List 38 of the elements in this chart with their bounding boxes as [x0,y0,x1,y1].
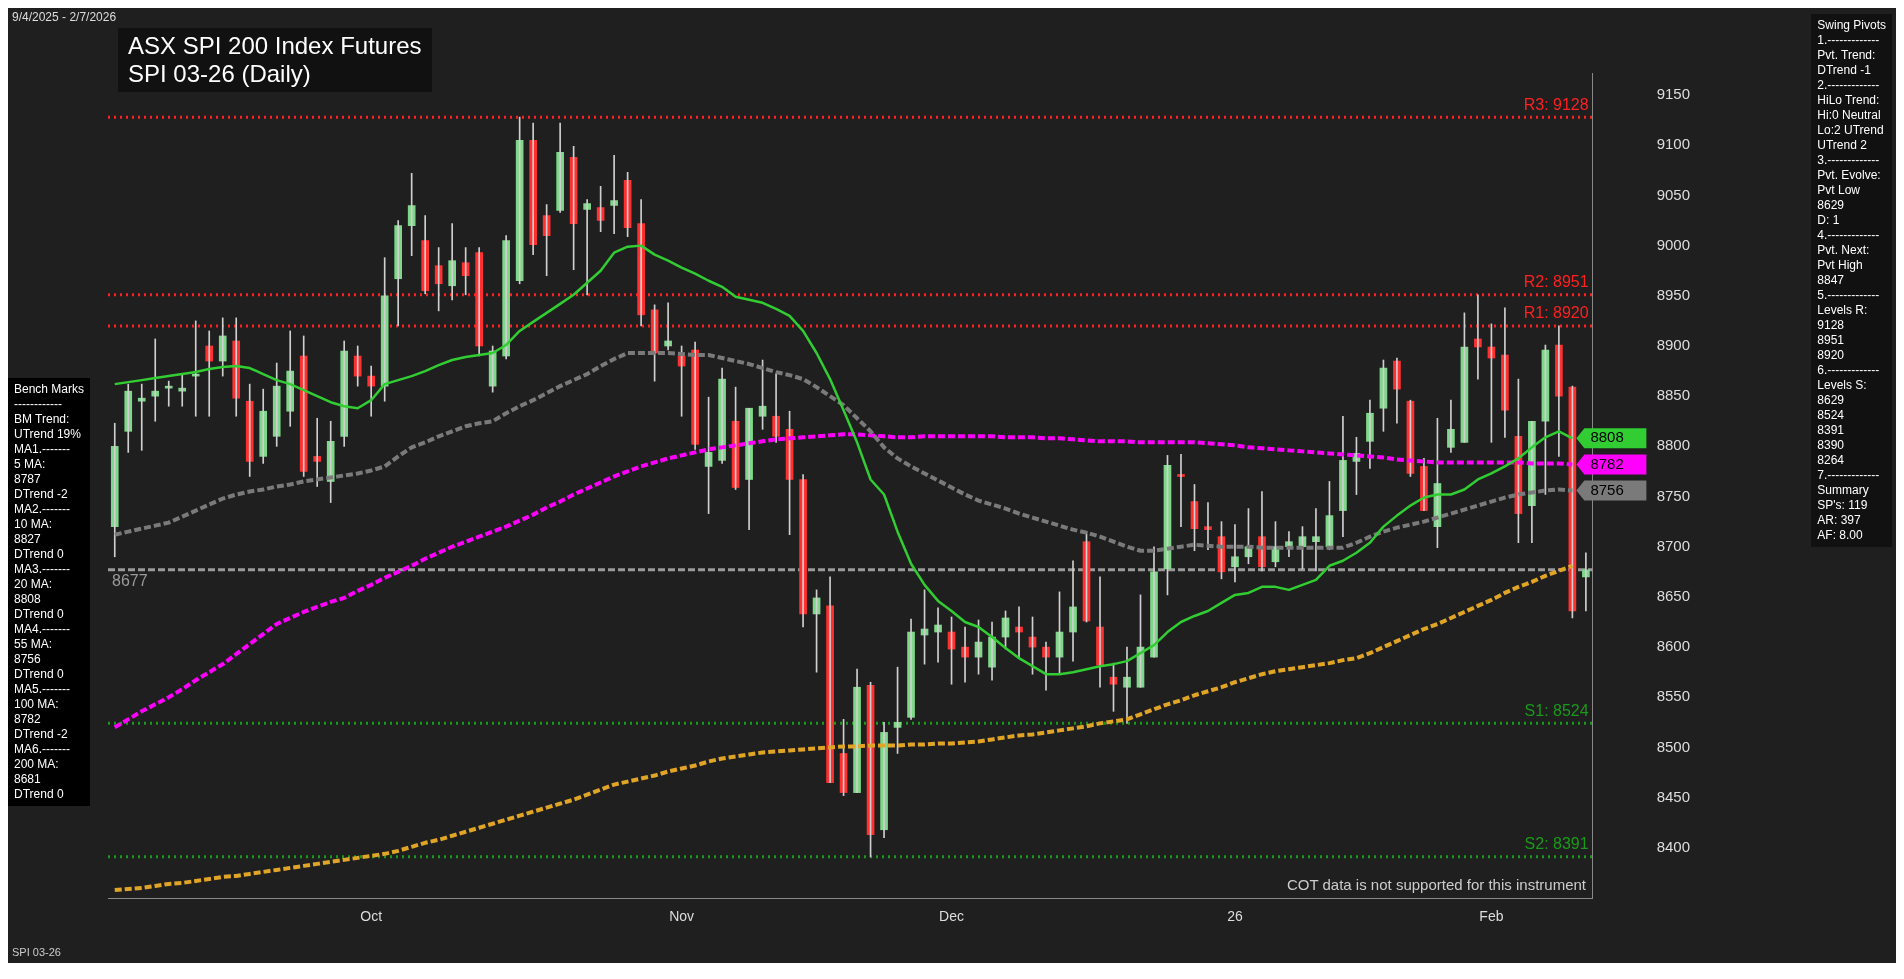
candlestick [1177,454,1185,527]
y-tick-label: 9100 [1656,135,1691,153]
text: Swing Pivots 1.------------- Pvt. Trend: DTrend -1 2.------------- HiLo Trend: Hi:0 Neutral Lo:2 UTrend UTrend 2 3.------------- Pvt. Evolve: Pvt Low 8629 D: 1 4.------------- Pvt. Next: Pvt High 8847 5.------------- Levels R: 9128 8951 8920 6.------------- Levels S: 8629 8524 8391 8390 8264 7.------------- Summary SP's: 119 AR: 397 AF: 8.00 [1817,18,1886,542]
y-tick-label: 8600 [1656,637,1691,655]
text: Bench Marks ------------ BM Trend: UTrend 19% MA1.------- 5 MA: 8787 DTrend -2 MA2.------- 10 MA: 8827 DTrend 0 MA3.------- 20 MA: 8808 DTrend 0 MA4.------- 55 MA: 8756 DTrend 0 MA5.------- 100 MA: 8782 DTrend -2 MA6.------- 200 MA: 8681 DTrend 0 [14,382,85,801]
x-tick-label: Nov [669,908,695,925]
y-tick-label: 8450 [1656,787,1691,805]
x-tick-label: Oct [360,908,383,925]
y-tick-label: 9150 [1656,85,1691,103]
y-tick-label: 9000 [1656,235,1691,253]
x-tick-label: 26 [1227,908,1243,925]
y-tick-label: 8650 [1656,587,1691,605]
y-tick-label: 8550 [1656,687,1691,705]
chart-subtitle: SPI 03-26 (Daily) [128,60,312,88]
ref-line-label: 8677 [112,572,148,590]
x-tick-label: Dec [939,908,964,925]
data-label: 8782 [1590,454,1624,472]
y-tick-label: 9050 [1656,185,1691,203]
y-tick-label: 8700 [1656,536,1691,554]
data-label: 8756 [1590,480,1624,498]
y-tick-label: 8500 [1656,737,1691,755]
ref-line-label: S2: 8391 [1524,835,1589,853]
y-tick-label: 8900 [1656,336,1691,354]
text: 9/4/2025 - 2/7/2026 [12,10,117,24]
text: SPI 03-26 [12,946,61,958]
ref-line-label: R1: 8920 [1523,304,1589,322]
y-tick-label: 8400 [1656,837,1691,855]
y-tick-label: 8950 [1656,285,1691,303]
y-tick-label: 8750 [1656,486,1691,504]
annotation: COT data is not supported for this instrument [1286,876,1586,893]
y-tick-label: 8850 [1656,386,1691,404]
ref-line-label: R2: 8951 [1523,273,1589,291]
data-label: 8808 [1590,428,1624,446]
chart-title: ASX SPI 200 Index Futures [128,32,422,60]
ref-line-label: S1: 8524 [1524,701,1589,719]
x-tick-label: Feb [1479,908,1504,925]
ref-line-label: R3: 9128 [1523,95,1589,113]
y-tick-label: 8800 [1656,436,1691,454]
